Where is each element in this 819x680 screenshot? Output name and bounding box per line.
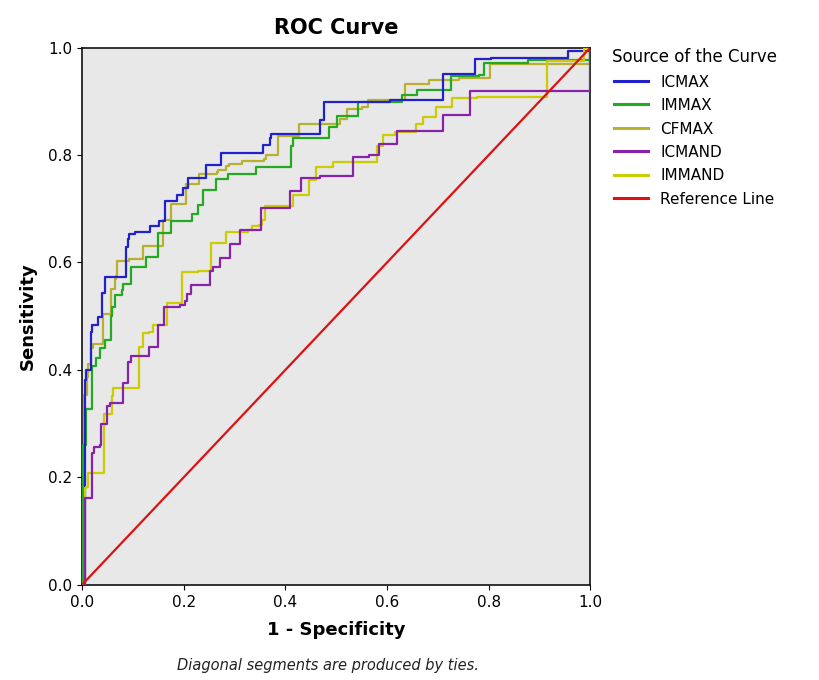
Legend: ICMAX, IMMAX, CFMAX, ICMAND, IMMAND, Reference Line: ICMAX, IMMAX, CFMAX, ICMAND, IMMAND, Ref… <box>605 42 782 213</box>
Y-axis label: Sensitivity: Sensitivity <box>19 262 37 370</box>
Text: Diagonal segments are produced by ties.: Diagonal segments are produced by ties. <box>177 658 478 673</box>
Title: ROC Curve: ROC Curve <box>274 18 398 37</box>
X-axis label: 1 - Specificity: 1 - Specificity <box>267 621 405 639</box>
